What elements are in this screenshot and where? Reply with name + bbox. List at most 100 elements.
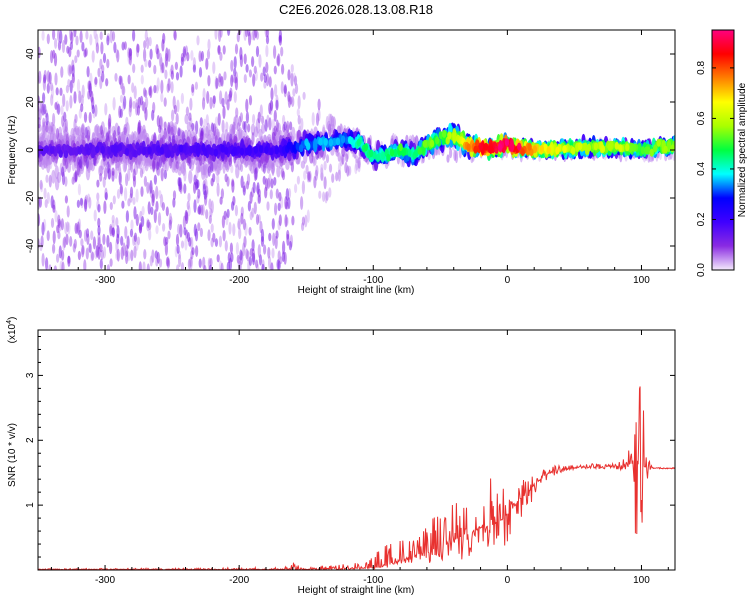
spectrogram-cell <box>555 146 560 155</box>
spectrogram-cell <box>156 161 160 171</box>
snr-ticks: -300 -200 -100 0 100 1 2 3 <box>25 330 675 586</box>
spectrogram-cell <box>57 103 61 115</box>
spectrogram-cell <box>280 46 284 57</box>
spectrogram-cell <box>167 78 171 92</box>
spectrogram-cell <box>265 72 270 87</box>
spectrogram-cell <box>162 32 166 44</box>
spectrogram-cell <box>62 93 66 107</box>
spectrogram-cell <box>276 165 281 178</box>
spectrogram-cell <box>132 196 136 206</box>
spectrogram-cell <box>663 145 668 154</box>
spectrogram-cell <box>245 248 249 260</box>
spectrogram-cell <box>216 182 220 197</box>
spectrogram-cell <box>346 165 350 177</box>
spectrogram-cell <box>56 224 60 234</box>
spectrogram-cell <box>176 244 180 255</box>
spectrogram-cell <box>237 218 241 230</box>
spectrogram-cell <box>64 195 68 204</box>
colorbar-tick-label: 0.6 <box>696 111 707 125</box>
spectrogram-cell <box>271 247 275 259</box>
spectrogram-cell <box>38 196 43 208</box>
snr-x-tick-label: -200 <box>229 575 249 586</box>
spectrogram-cell <box>251 56 255 68</box>
spectrogram-x-tick-label: -200 <box>229 275 249 286</box>
spectrogram-cell <box>199 117 203 127</box>
spectrogram-cell <box>43 103 47 115</box>
spectrogram-cell <box>222 105 226 119</box>
spectrogram-cell <box>74 113 78 124</box>
spectrogram-cell <box>135 213 139 227</box>
spectrogram-cell <box>475 139 480 148</box>
spectrogram-cell <box>285 161 290 171</box>
spectrogram-cell <box>48 174 52 188</box>
spectrogram-cell <box>209 257 213 267</box>
spectrogram-cell <box>325 190 329 202</box>
spectrogram-cell <box>80 103 84 113</box>
spectrogram-cell <box>270 262 274 270</box>
spectrogram-cell <box>646 146 651 155</box>
spectrogram-cell <box>181 161 187 176</box>
spectrogram-cell <box>148 36 152 47</box>
spectrogram-cell <box>81 132 85 142</box>
spectrogram-cell <box>88 83 92 98</box>
spectrogram-cell <box>230 164 234 174</box>
spectrogram-cell <box>139 167 144 178</box>
spectrogram-cell <box>275 99 279 111</box>
spectrogram-cell <box>224 240 228 252</box>
spectrogram-cell <box>270 87 274 101</box>
spectrogram-cell <box>104 102 108 116</box>
spectrogram-cell <box>160 92 164 103</box>
spectrogram-cell <box>52 30 56 40</box>
spectrogram-cell <box>292 88 296 97</box>
spectrogram-cell <box>165 236 169 245</box>
spectrogram-cell <box>77 183 81 196</box>
spectrogram-cell <box>337 152 341 162</box>
spectrogram-cell <box>119 94 124 103</box>
spectrogram-cell <box>331 173 335 184</box>
spectrogram-cell <box>150 206 154 216</box>
spectrogram-cell <box>186 200 190 210</box>
spectrogram-cell <box>41 221 45 236</box>
spectrogram-cell <box>224 173 228 183</box>
spectrogram-cell <box>128 143 133 152</box>
spectrogram-cell <box>186 52 190 62</box>
spectrogram-cell <box>217 112 221 126</box>
spectrogram-cell <box>257 194 261 204</box>
spectrogram-cell <box>86 66 90 78</box>
spectrogram-cell <box>45 257 49 270</box>
spectrogram-cell <box>54 210 58 223</box>
spectrogram-cell <box>61 261 65 270</box>
spectrogram-cell <box>183 227 187 236</box>
spectrogram-cell <box>60 105 64 116</box>
spectrogram-cell <box>90 230 94 241</box>
spectrogram-cell <box>69 94 73 109</box>
spectrogram-cell <box>207 165 211 177</box>
spectrogram-cell <box>219 90 223 105</box>
spectrogram-cell <box>259 145 264 154</box>
spectrogram-cell <box>273 176 277 186</box>
spectrogram-cell <box>160 167 164 182</box>
spectrogram-cell <box>156 145 161 154</box>
spectrogram-cell <box>49 146 55 155</box>
spectrogram-cell <box>247 144 252 157</box>
spectrogram-cell <box>292 144 297 153</box>
spectrogram-cell <box>164 69 168 80</box>
spectrogram-cell <box>113 41 117 54</box>
spectrogram-x-tick-label: 0 <box>505 275 511 286</box>
spectrogram-cell <box>245 64 249 73</box>
spectrogram-cell <box>59 30 63 44</box>
snr-y-tick-label: 1 <box>25 502 36 508</box>
spectrogram-cell <box>282 240 286 255</box>
spectrogram-cell <box>239 163 244 172</box>
spectrogram-cell <box>191 83 195 94</box>
spectrogram-cell <box>124 187 128 202</box>
spectrogram-cell <box>86 147 91 156</box>
spectrogram-cell <box>323 137 328 146</box>
spectrogram-cell <box>81 41 85 52</box>
spectrogram-cell <box>81 124 85 134</box>
spectrogram-cell <box>509 138 515 153</box>
spectrogram-cell <box>69 41 73 51</box>
spectrogram-cell <box>64 157 69 170</box>
spectrogram-cell <box>329 113 333 127</box>
spectrogram-cell <box>146 136 150 146</box>
